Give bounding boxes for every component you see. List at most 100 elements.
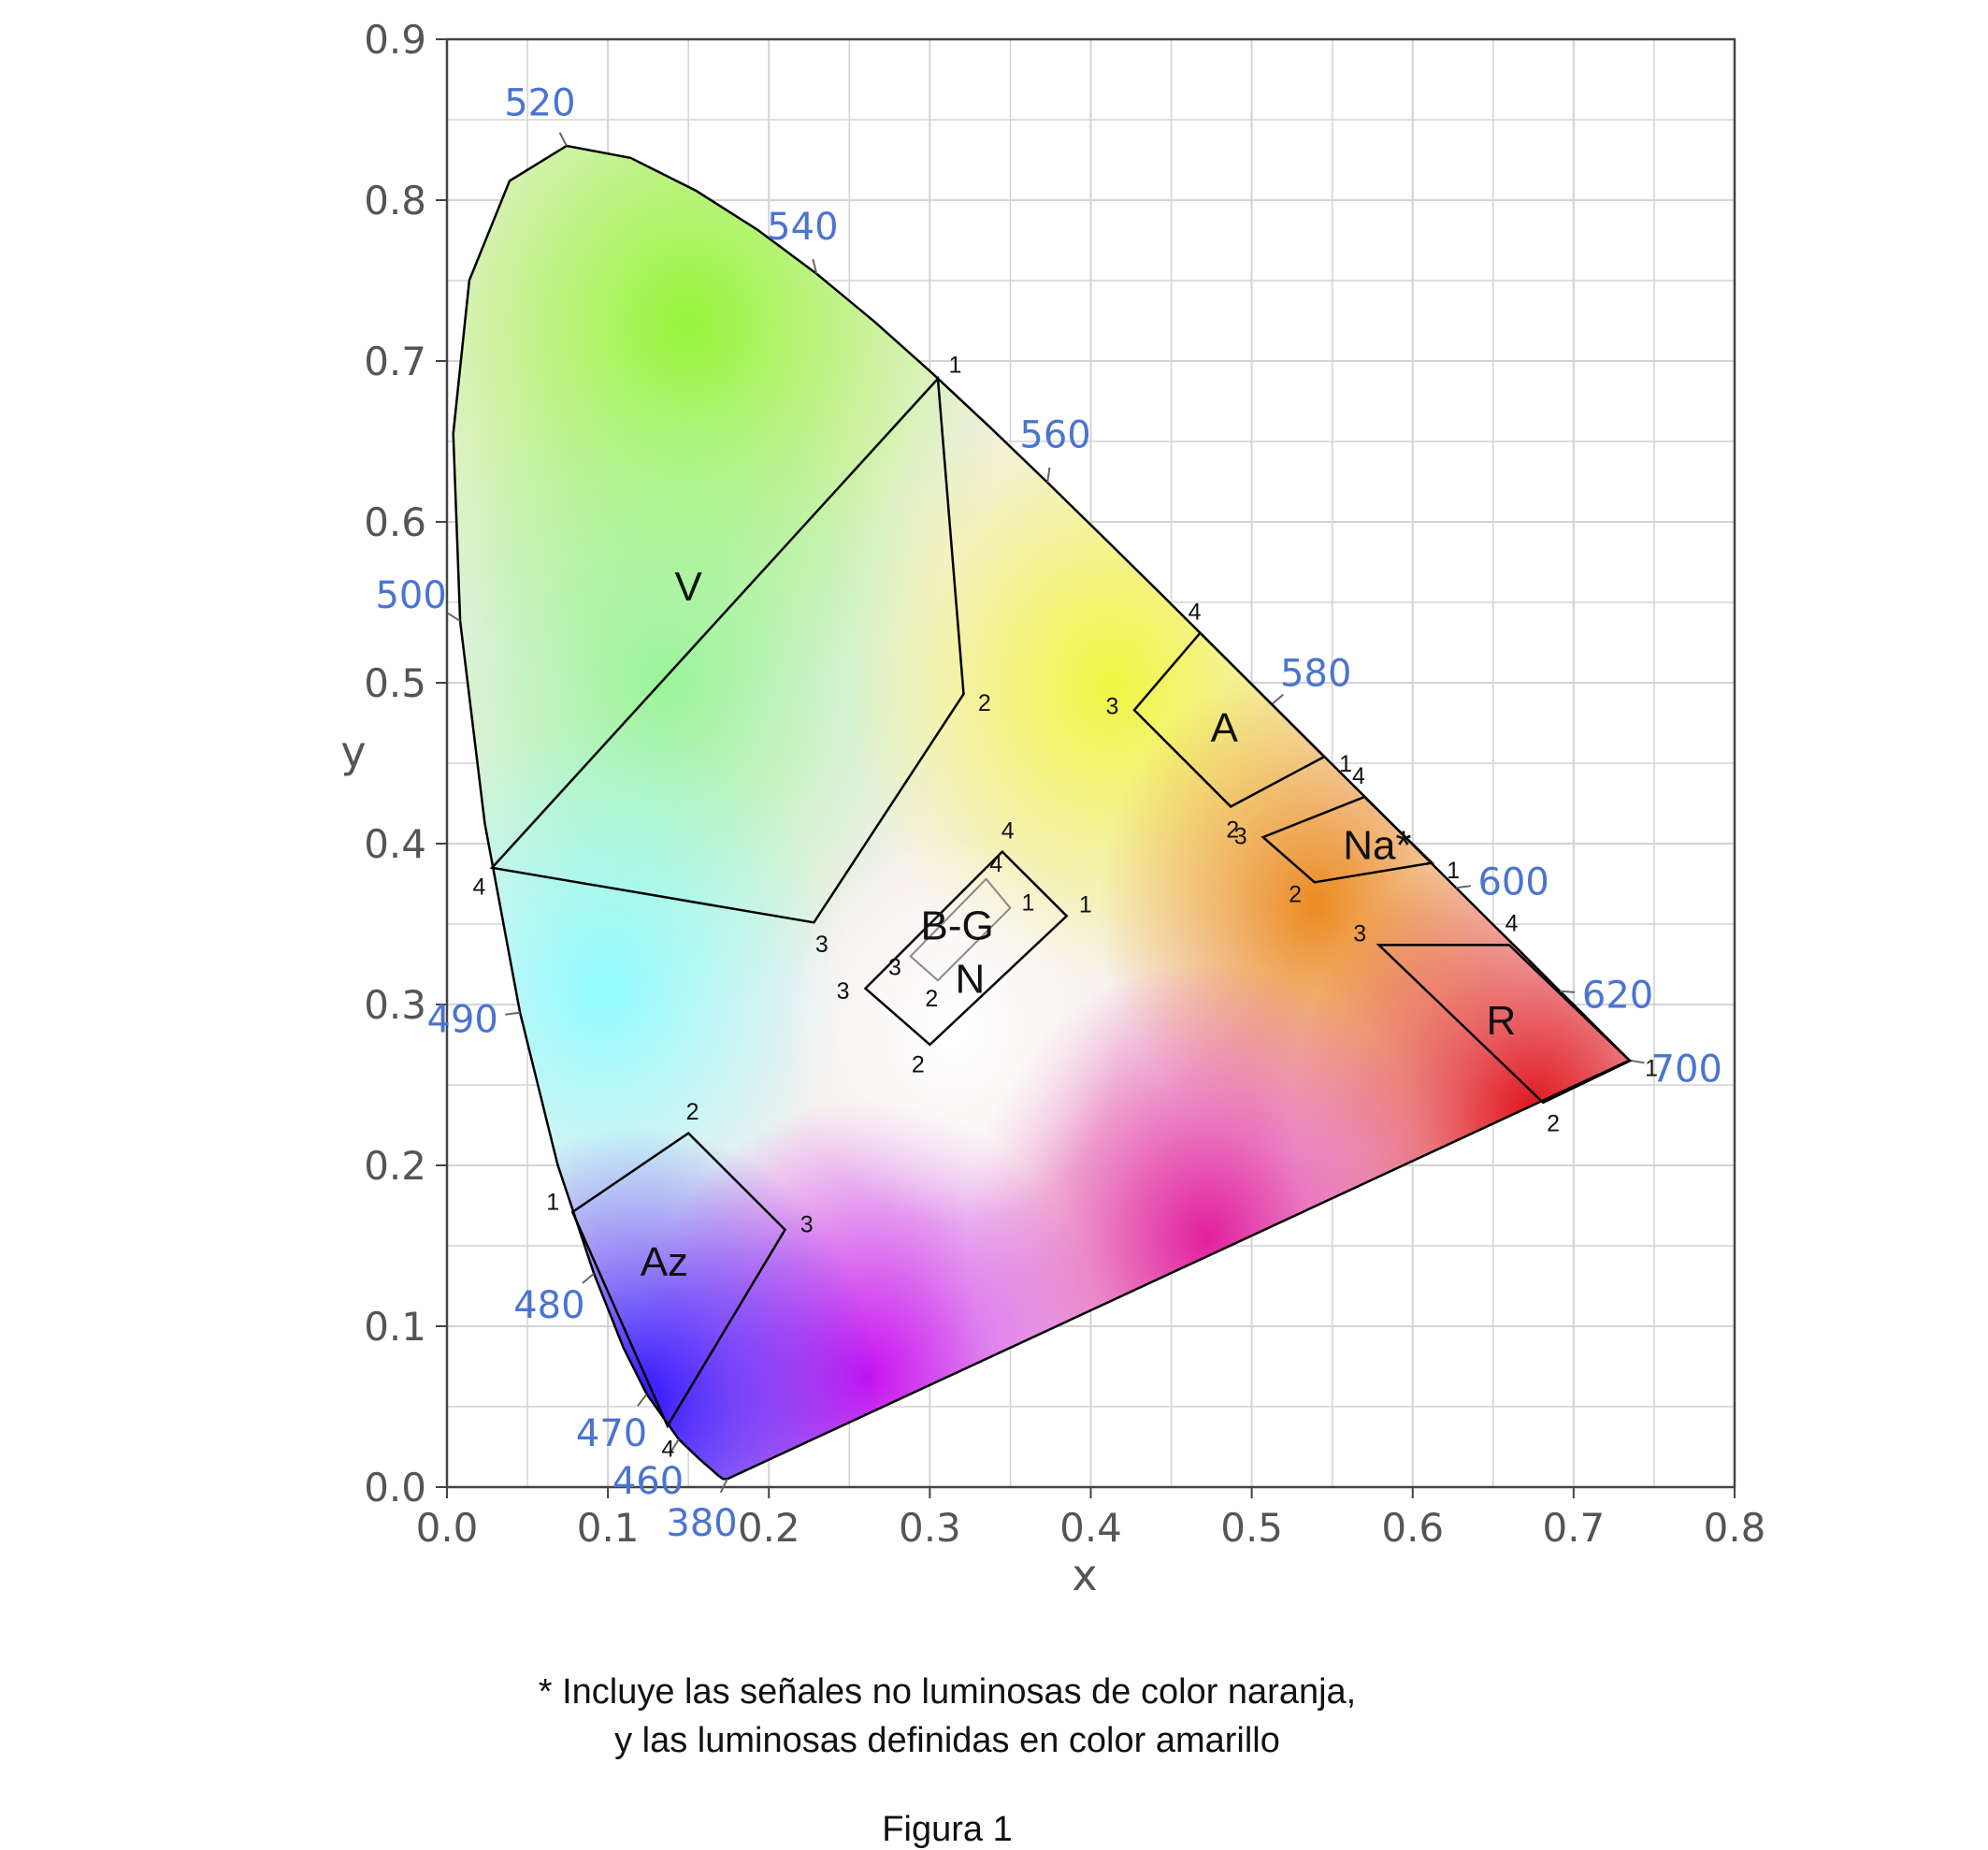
x-tick-label: 0.7 — [1542, 1505, 1605, 1551]
wavelength-tick — [1456, 885, 1472, 889]
x-tick-label: 0.2 — [738, 1505, 800, 1551]
wavelength-label: 560 — [1019, 413, 1090, 456]
vertex-label: 4 — [1505, 910, 1519, 936]
x-axis-title: x — [1072, 1550, 1097, 1600]
vertex-label: 4 — [989, 851, 1002, 877]
figure-label: Figura 1 — [882, 1810, 1013, 1849]
wavelength-tick — [1046, 467, 1051, 483]
vertex-label: 2 — [925, 986, 938, 1012]
vertex-label: 1 — [546, 1189, 559, 1215]
wavelength-label: 600 — [1477, 860, 1549, 903]
y-tick-label: 0.8 — [364, 178, 426, 224]
region-label: Az — [641, 1239, 688, 1285]
wavelength-tick — [1271, 693, 1284, 705]
vertex-label: 3 — [1105, 694, 1118, 720]
y-tick-label: 0.4 — [364, 821, 426, 867]
y-axis: 0.0 0.1 0.2 0.3 0.4 0.5 0.6 0.7 0.8 0.9 — [364, 17, 447, 1510]
vertex-label: 3 — [1353, 921, 1366, 947]
y-tick-label: 0.7 — [364, 339, 426, 384]
x-tick-label: 0.8 — [1704, 1505, 1766, 1551]
vertex-label: 2 — [1226, 817, 1239, 843]
footnote-line-1: * Incluye las señales no luminosas de co… — [538, 1672, 1357, 1712]
wavelength-tick — [582, 1272, 595, 1284]
vertex-label: 2 — [686, 1099, 699, 1125]
region-v: 1 2 3 4 V — [473, 353, 991, 958]
region-label: B-G — [921, 903, 994, 949]
vertex-label: 2 — [1289, 881, 1302, 907]
y-tick-label: 0.9 — [364, 17, 426, 63]
wavelength-label: 460 — [612, 1460, 684, 1503]
region-label: R — [1487, 998, 1517, 1044]
region-az: 1 2 3 4 Az — [546, 1099, 813, 1463]
vertex-label: 1 — [1021, 889, 1034, 916]
wavelength-label: 540 — [767, 206, 838, 249]
y-tick-label: 0.0 — [364, 1465, 426, 1510]
region-bg: 1 23 4 B-G — [888, 851, 1034, 1012]
vertex-label: 4 — [1188, 599, 1202, 625]
x-tick-label: 0.0 — [416, 1505, 479, 1551]
wavelength-tick — [447, 612, 461, 622]
wavelength-label: 700 — [1651, 1048, 1722, 1091]
wavelength-label: 490 — [427, 998, 498, 1041]
x-tick-label: 0.3 — [899, 1505, 961, 1551]
region-boundary — [1261, 795, 1435, 884]
wavelength-tick — [637, 1393, 648, 1407]
wavelength-tick — [1560, 990, 1576, 993]
vertex-label: 1 — [1447, 858, 1460, 884]
region-boundary — [909, 877, 1012, 982]
vertex-label: 4 — [1001, 817, 1015, 844]
y-axis-title: y — [340, 727, 366, 777]
region-boundary — [1376, 944, 1633, 1105]
wavelength-tick — [1629, 1059, 1645, 1064]
wavelength-label: 470 — [576, 1412, 647, 1455]
region-boundary — [863, 849, 1069, 1047]
y-tick-label: 0.5 — [364, 660, 426, 706]
x-tick-label: 0.1 — [577, 1505, 640, 1551]
wavelength-tick — [812, 258, 818, 274]
vertex-label: 1 — [1645, 1055, 1658, 1081]
x-axis: 0.0 0.1 0.2 0.3 0.4 0.5 0.6 0.7 0.8 — [416, 1487, 1766, 1551]
vertex-label: 1 — [1079, 891, 1092, 918]
wavelength-tick — [558, 132, 568, 147]
vertex-label: 3 — [1234, 823, 1247, 849]
wavelength-label: 500 — [375, 574, 446, 617]
vertex-label: 3 — [815, 932, 828, 958]
y-tick-label: 0.3 — [364, 982, 426, 1028]
x-tick-label: 0.4 — [1059, 1505, 1122, 1551]
vertex-label: 3 — [800, 1212, 814, 1238]
region-a: 1 2 3 4 A — [1105, 599, 1352, 843]
vertex-label: 1 — [948, 353, 961, 379]
vertex-label: 1 — [1339, 751, 1352, 777]
vertex-label: 2 — [978, 690, 991, 716]
vertex-label: 4 — [661, 1437, 674, 1463]
y-tick-label: 0.1 — [364, 1304, 426, 1350]
region-na: 1 2 3 4 Na* — [1234, 763, 1460, 908]
region-label: Na* — [1343, 823, 1411, 869]
wavelength-label: 580 — [1280, 652, 1351, 695]
vertex-label: 4 — [1352, 763, 1365, 789]
vertex-label: 3 — [837, 978, 850, 1004]
wavelength-label: 480 — [513, 1284, 584, 1327]
wavelength-tick — [670, 1438, 680, 1453]
chromaticity-chart: 0.0 0.1 0.2 0.3 0.4 0.5 0.6 0.7 0.8 0.0 0.1 0.2 0.3… — [340, 17, 1766, 1600]
y-tick-label: 0.2 — [364, 1143, 426, 1189]
wavelength-tick — [719, 1478, 728, 1494]
region-r: 1 2 3 4 R — [1353, 910, 1658, 1136]
gamut-fill — [453, 145, 1630, 1480]
region-boundary — [570, 1131, 787, 1429]
wavelength-label: 380 — [666, 1502, 737, 1545]
y-tick-label: 0.6 — [364, 499, 426, 545]
wavelength-label: 520 — [504, 82, 575, 125]
region-label: A — [1211, 705, 1239, 751]
vertex-label: 4 — [473, 874, 486, 900]
vertex-label: 3 — [888, 954, 901, 980]
footnote-line-2: y las luminosas definidas en color amari… — [614, 1721, 1280, 1760]
x-tick-label: 0.6 — [1381, 1505, 1444, 1551]
x-tick-label: 0.5 — [1220, 1505, 1283, 1551]
wavelength-label: 620 — [1582, 974, 1653, 1017]
wavelength-tick — [505, 1011, 521, 1016]
region-boundary — [489, 375, 965, 924]
